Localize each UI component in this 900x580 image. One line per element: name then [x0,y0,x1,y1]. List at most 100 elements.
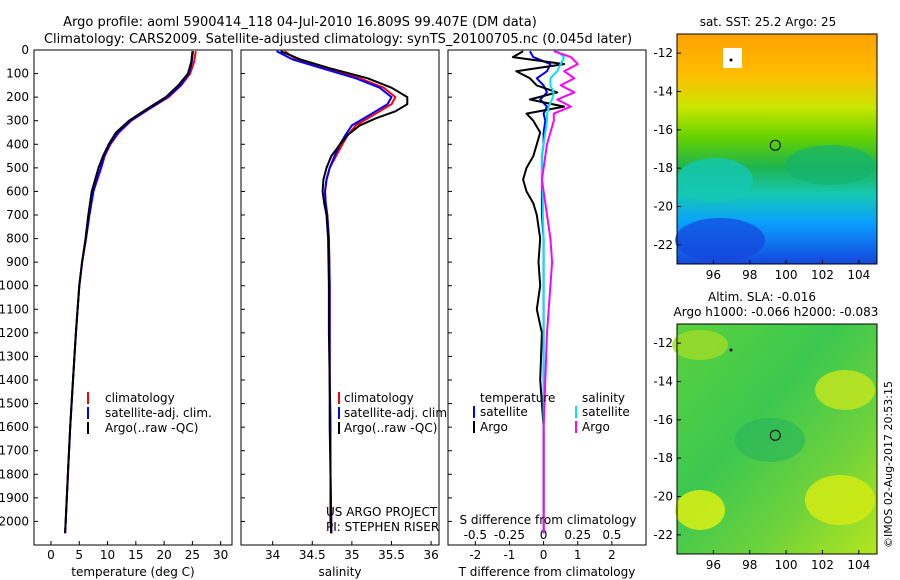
map-x-tick-label: 98 [742,268,757,282]
salinity-axes-box [240,49,440,546]
sst-profile-location-marker [769,139,781,151]
series-line-argo [511,50,566,534]
depth-tick-label: 1000 [0,279,29,293]
legend-label-satellite: satellite-adj. clim. [105,406,212,420]
s-difference-label: S difference from climatology [460,513,637,527]
x-tick-label: -1 [503,548,515,562]
legend-title-temperature: temperature [480,391,555,405]
depth-tick-label: 1500 [0,397,29,411]
depth-tick-label: 2000 [0,514,29,528]
map-y-tick-label: -22 [653,528,673,542]
x-tick-label: 35 [344,548,359,562]
x-tick-label: 10 [100,548,115,562]
salinity-scale-label: 0 [540,528,548,542]
sla-map-title: Altim. SLA: -0.016 [708,290,816,304]
salinity-panel: 34 34.5 35 35.5 36 salinity climatology sate… [240,49,451,579]
depth-tick-label: 500 [6,161,29,175]
depth-tick-label: 700 [6,208,29,222]
sla-profile-location-marker [769,429,781,441]
sst-map-title: sat. SST: 25.2 Argo: 25 [700,15,837,29]
x-tick-label: 5 [75,548,83,562]
salinity-scale-label: 0.25 [564,528,591,542]
map-x-tick-label: 102 [811,558,834,572]
depth-tick-label: 900 [6,255,29,269]
temperature-axes-box [33,49,233,546]
sla-map-panel: Altim. SLA: -0.016 Argo h1000: -0.066 h2… [653,290,878,572]
temperature-xlabel: temperature (deg C) [71,565,194,579]
sla-high-patch [675,490,725,530]
map-x-tick-label: 104 [847,268,870,282]
depth-axis: 0 100 200 300 400 500 600 700 800 900 1000 1100 1200… [0,43,38,528]
difference-salinity-scale: -0.5 -0.25 0 0.25 0.5 [464,528,622,542]
temperature-x-axis: 0 5 10 15 20 25 30 [47,541,228,562]
map-x-tick-label: 96 [706,268,721,282]
sla-map-frame [676,323,878,555]
legend-title-salinity: salinity [582,391,625,405]
sla-high-patch [805,475,875,525]
legend-label-t-satellite: satellite [480,405,528,419]
sla-high-patch [672,330,728,360]
imos-date-stamp: ©IMOS 02-Aug-2017 20:53:15 [882,381,895,548]
x-tick-label: 1 [574,548,582,562]
depth-tick-label: 1400 [0,373,29,387]
map-y-tick-label: -14 [653,85,673,99]
depth-tick-label: 1100 [0,302,29,316]
x-tick-label: 2 [608,548,616,562]
depth-tick-label: 1600 [0,420,29,434]
x-tick-label: 34.5 [299,548,326,562]
legend-label-argo: Argo(..raw -QC) [105,421,198,435]
sla-high-patch [815,370,875,410]
salinity-x-axis: 34 34.5 35 35.5 36 [265,541,439,562]
temperature-series [64,51,197,534]
salinity-series [276,50,409,534]
sst-y-axis: -12 -14 -16 -18 -20 -22 [653,46,681,252]
map-y-tick-label: -18 [653,161,673,175]
sla-map-subtitle: Argo h1000: -0.066 h2000: -0.083 [674,305,879,319]
temperature-legend: climatology satellite-adj. clim. Argo(..… [87,391,212,435]
temperature-panel: 0100200300400500600700800900100011001200… [0,43,233,579]
legend-label-climatology: climatology [344,391,414,405]
salinity-xlabel: salinity [318,565,361,579]
map-y-tick-label: -16 [653,123,673,137]
salinity-scale-label: -0.25 [494,528,525,542]
depth-tick-label: 1200 [0,326,29,340]
x-tick-label: 25 [185,548,200,562]
x-tick-label: 0 [47,548,55,562]
map-y-tick-label: -12 [653,336,673,350]
x-tick-label: 35.5 [378,548,405,562]
depth-tick-label: 1300 [0,349,29,363]
depth-tick-label: 0 [21,43,29,57]
project-annotation: US ARGO PROJECT [326,505,438,519]
legend-label-satellite: satellite-adj. clim. [344,406,451,420]
sla-low-patch [735,418,805,462]
x-tick-label: 20 [156,548,171,562]
sla-float-track-dot [729,348,733,352]
map-x-tick-label: 96 [706,558,721,572]
pi-annotation: PI: STEPHEN RISER [326,520,439,534]
x-tick-label: 30 [213,548,228,562]
map-x-tick-label: 100 [775,268,798,282]
map-y-tick-label: -20 [653,490,673,504]
depth-tick-label: 100 [6,67,29,81]
difference-depth-ticks [448,49,452,522]
figure-title-line2: Climatology: CARS2009. Satellite-adjuste… [44,32,632,47]
map-y-tick-label: -18 [653,451,673,465]
legend-label-argo: Argo(..raw -QC) [344,421,437,435]
depth-tick-label: 400 [6,137,29,151]
map-y-tick-label: -16 [653,413,673,427]
legend-label-t-argo: Argo [480,420,508,434]
depth-tick-label: 1900 [0,491,29,505]
difference-x-axis: -2 -1 0 1 2 [469,541,616,562]
difference-series [511,50,579,534]
map-y-tick-label: -20 [653,200,673,214]
depth-tick-label: 1800 [0,467,29,481]
x-tick-label: -2 [469,548,481,562]
t-difference-label: T difference from climatology [458,565,636,579]
x-tick-label: 34 [265,548,280,562]
legend-label-s-satellite: satellite [582,405,630,419]
difference-axes-box [447,49,647,546]
series-line-argo-raw-qc- [64,51,194,534]
depth-tick-label: 300 [6,114,29,128]
depth-tick-label: 800 [6,232,29,246]
